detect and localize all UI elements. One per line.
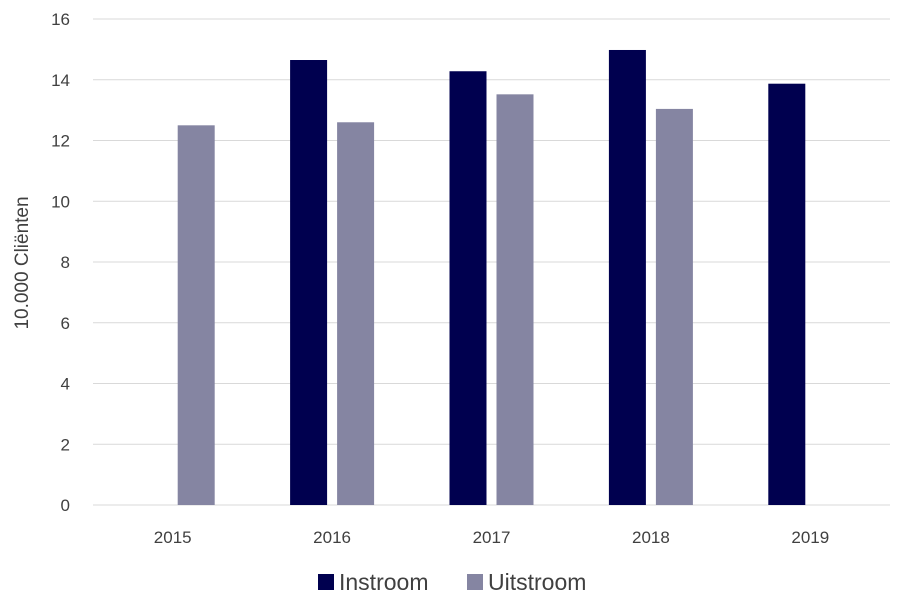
y-tick-label: 6 <box>61 314 70 333</box>
legend-label: Uitstroom <box>488 569 586 595</box>
y-tick-label: 8 <box>61 253 70 272</box>
bar-instroom-2017 <box>449 71 487 506</box>
y-tick-label: 16 <box>51 10 70 29</box>
legend: Instroom Uitstroom <box>318 569 586 595</box>
x-tick-label: 2016 <box>313 528 351 547</box>
bars <box>177 49 806 506</box>
y-tick-label: 0 <box>61 496 70 515</box>
legend-item-uitstroom: Uitstroom <box>467 569 586 595</box>
x-tick-label: 2018 <box>632 528 670 547</box>
y-tick-label: 2 <box>61 435 70 454</box>
legend-swatch <box>467 574 483 590</box>
gridlines <box>93 18 890 506</box>
legend-swatch <box>318 574 334 590</box>
y-tick-label: 14 <box>51 71 70 90</box>
bar-uitstroom-2016 <box>337 122 375 506</box>
legend-label: Instroom <box>339 569 428 595</box>
bar-uitstroom-2018 <box>655 108 693 505</box>
x-tick-label: 2015 <box>154 528 192 547</box>
y-axis-tick-labels: 0 2 4 6 8 10 12 14 16 <box>51 10 70 515</box>
y-tick-label: 12 <box>51 132 70 151</box>
legend-item-instroom: Instroom <box>318 569 428 595</box>
bar-uitstroom-2017 <box>496 94 534 505</box>
bar-instroom-2016 <box>290 60 328 505</box>
y-tick-label: 10 <box>51 192 70 211</box>
y-axis-label: 10.000 Cliënten <box>12 196 33 329</box>
bar-instroom-2018 <box>608 49 646 506</box>
x-axis-tick-labels: 2015 2016 2017 2018 2019 <box>154 528 829 547</box>
x-tick-label: 2019 <box>791 528 829 547</box>
bar-uitstroom-2015 <box>177 125 215 505</box>
x-tick-label: 2017 <box>473 528 511 547</box>
y-tick-label: 4 <box>61 375 70 394</box>
bar-instroom-2019 <box>768 83 806 505</box>
